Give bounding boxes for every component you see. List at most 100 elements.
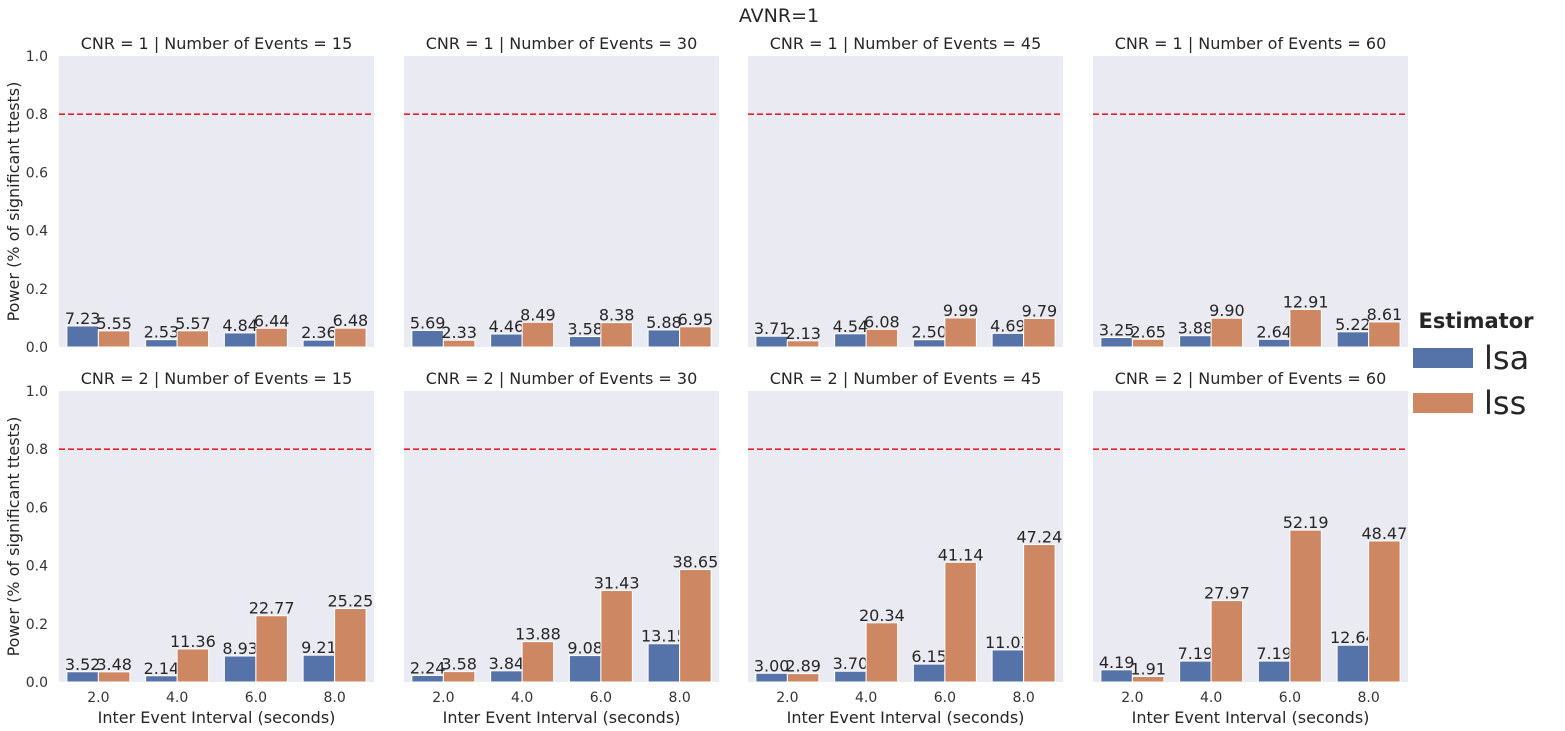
x-tick-label: 4.0 [166,690,188,706]
bar-value-label: 31.43 [594,574,640,593]
y-tick-label: 1.0 [26,49,48,65]
panel-title: CNR = 1 | Number of Events = 15 [81,34,353,53]
panel-title: CNR = 1 | Number of Events = 45 [770,34,1042,53]
bar-value-label: 3.48 [96,655,132,674]
bar-value-label: 2.89 [785,657,821,676]
bar-lss [334,608,367,683]
bar-value-label: 41.14 [938,545,984,564]
facet-panel: CNR = 1 | Number of Events = 45 3.71 4.54 2… [748,34,1063,348]
plot-background [404,56,719,347]
x-tick-label: 2.0 [432,690,454,706]
bar-lsa [302,654,336,683]
bar-value-label: 2.13 [785,324,821,343]
bar-lss [865,622,899,683]
bar-value-label: 5.22 [1335,315,1371,334]
bar-lss [865,328,899,348]
bar-value-label: 12.64 [1330,628,1376,647]
bar-value-label: 9.90 [1209,301,1245,320]
bar-lss [1289,529,1322,683]
y-axis-label: Power (% of significant ttests) [4,82,23,322]
facet-panel: CNR = 1 | Number of Events = 30 5.69 4.46 3… [404,34,719,348]
legend-title: Estimator [1419,309,1535,333]
bar-value-label: 9.21 [301,638,337,657]
facet-panel: CNR = 1 | Number of Events = 15 7.23 2.53 4… [4,34,374,356]
bar-lss [1131,338,1165,348]
x-axis-label: Inter Event Interval (seconds) [787,708,1025,727]
bar-lsa [223,655,257,683]
bar-value-label: 52.19 [1283,513,1329,532]
bar-lsa [991,649,1025,683]
bar-lss [442,339,476,348]
bar-value-label: 6.44 [254,311,290,330]
y-tick-label: 0.8 [26,107,48,123]
y-tick-label: 0.0 [26,675,48,691]
bar-lsa [1100,669,1133,683]
x-tick-label: 8.0 [1357,690,1379,706]
bar-value-label: 22.77 [249,599,295,618]
bar-value-label: 7.19 [1256,644,1292,663]
bar-value-label: 5.88 [646,313,682,332]
bar-value-label: 38.65 [672,553,718,572]
bar-value-label: 9.79 [1022,302,1058,321]
bar-value-label: 3.25 [1099,321,1135,340]
bar-value-label: 3.52 [65,655,101,674]
bar-lss [679,569,712,683]
y-axis-label: Power (% of significant ttests) [4,417,23,657]
x-tick-label: 2.0 [776,690,798,706]
x-tick-label: 6.0 [590,690,612,706]
bar-lss [944,317,977,348]
bar-lss [334,327,367,348]
bar-value-label: 13.88 [515,625,561,644]
x-tick-label: 6.0 [1279,690,1301,706]
bar-lss [255,615,288,683]
bar-value-label: 3.58 [567,320,603,339]
x-tick-label: 8.0 [323,690,345,706]
x-tick-label: 8.0 [1012,690,1034,706]
bar-value-label: 20.34 [859,606,905,625]
bar-lsa [647,329,681,348]
bar-lss [600,322,633,348]
facet-panel: CNR = 2 | Number of Events = 60 4.19 7.19 7… [1093,369,1408,727]
bar-lsa [1336,331,1370,348]
bar-value-label: 6.95 [678,310,714,329]
bar-lss [176,330,210,348]
bar-value-label: 8.93 [222,639,258,658]
plot-background [59,391,374,682]
bar-value-label: 27.97 [1204,584,1250,603]
panel-title: CNR = 2 | Number of Events = 45 [770,369,1042,388]
plot-background [1093,391,1408,682]
bar-value-label: 6.48 [333,311,369,330]
plot-background [1093,56,1408,347]
bar-lsa [223,332,257,348]
y-tick-label: 0.4 [26,559,48,575]
bar-value-label: 13.15 [641,627,687,646]
bar-value-label: 3.84 [489,654,525,673]
bar-value-label: 8.49 [520,305,556,324]
bar-value-label: 11.36 [170,632,216,651]
bar-lss [521,321,555,348]
bar-value-label: 47.24 [1016,528,1062,547]
plot-background [748,391,1063,682]
bar-value-label: 4.69 [990,316,1026,335]
bar-lss [786,673,820,683]
bar-value-label: 6.15 [911,647,947,666]
bar-lsa [1179,660,1212,683]
y-tick-label: 0.4 [26,224,48,240]
bar-value-label: 6.08 [864,312,900,331]
bar-lsa [66,325,99,348]
bar-lss [1131,675,1165,683]
bar-value-label: 2.64 [1256,322,1292,341]
bar-value-label: 4.54 [833,317,869,336]
bar-lsa [991,332,1025,348]
y-tick-label: 0.2 [26,282,48,298]
bar-lsa [411,329,444,348]
facet-panel: CNR = 2 | Number of Events = 15 3.52 2.14 8… [4,369,374,727]
bar-lss [1023,318,1056,348]
bar-lss [944,561,977,683]
x-axis-label: Inter Event Interval (seconds) [443,708,681,727]
panel-title: CNR = 1 | Number of Events = 60 [1115,34,1387,53]
y-tick-label: 1.0 [26,384,48,400]
facet-panel: CNR = 2 | Number of Events = 30 2.24 3.84 9… [404,369,719,727]
x-tick-label: 2.0 [87,690,109,706]
bar-value-label: 2.36 [301,323,337,342]
